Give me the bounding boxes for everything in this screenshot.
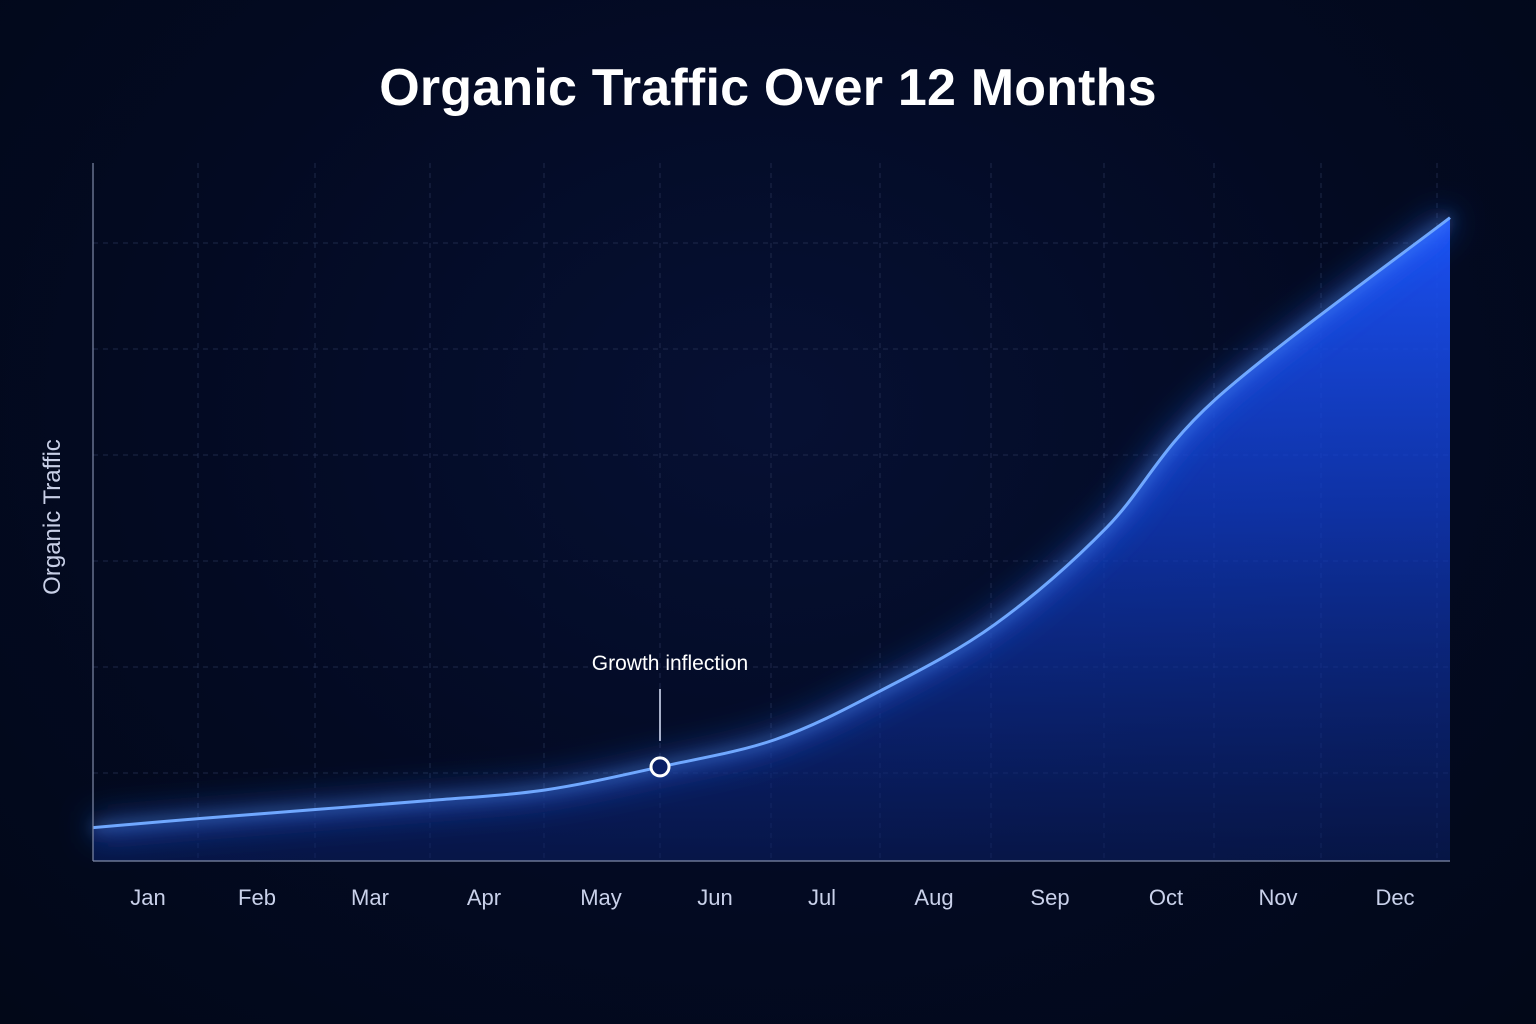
- x-tick-label-feb: Feb: [238, 885, 276, 910]
- axes: [92, 163, 1450, 862]
- x-tick-label-may: May: [580, 885, 622, 910]
- data-point-mar: [314, 806, 320, 812]
- data-point-apr: [430, 797, 436, 803]
- x-tick-label-jul: Jul: [808, 885, 836, 910]
- x-tick-label-apr: Apr: [467, 885, 501, 910]
- annotation-label: Growth inflection: [592, 652, 748, 675]
- data-point-jul: [772, 737, 778, 743]
- data-point-oct: [1104, 524, 1110, 530]
- x-tick-label-mar: Mar: [351, 885, 389, 910]
- x-tick-labels: Jan Feb Mar Apr May Jun Jul Aug Sep Oct Nov Dec: [130, 885, 1414, 910]
- data-point-aug: [877, 688, 883, 694]
- data-point-nov: [1212, 397, 1218, 403]
- x-tick-label-dec: Dec: [1375, 885, 1414, 910]
- data-point-may: [542, 787, 548, 793]
- area-fill: [93, 217, 1450, 861]
- annotation: Growth inflection: [592, 652, 748, 778]
- annotation-marker: [649, 756, 671, 778]
- data-point-sep: [992, 621, 998, 627]
- x-tick-label-jun: Jun: [697, 885, 732, 910]
- x-tick-label-nov: Nov: [1258, 885, 1297, 910]
- x-tick-label-aug: Aug: [914, 885, 953, 910]
- x-tick-label-oct: Oct: [1149, 885, 1183, 910]
- data-point-jan: [90, 825, 96, 831]
- x-tick-label-jan: Jan: [130, 885, 165, 910]
- series-line: [92, 216, 1451, 830]
- chart-title: Organic Traffic Over 12 Months: [379, 59, 1157, 117]
- data-point-feb: [197, 816, 203, 822]
- x-tick-label-sep: Sep: [1030, 885, 1069, 910]
- data-point-dec: [1447, 215, 1453, 221]
